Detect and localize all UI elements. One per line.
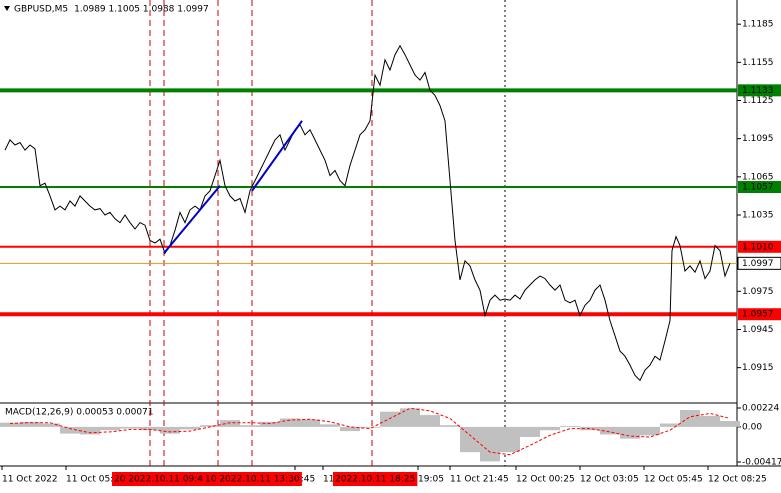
time-marker-label: 20 2022.10.11 09:45 bbox=[114, 475, 209, 485]
macd-bar bbox=[160, 426, 180, 434]
macd-bar bbox=[620, 426, 640, 439]
y-tick-label: 1.1095 bbox=[742, 134, 774, 144]
level-label-box bbox=[738, 308, 781, 321]
macd-bar bbox=[40, 423, 60, 427]
macd-bar bbox=[680, 410, 700, 427]
x-tick-label: 3:45 bbox=[295, 475, 315, 485]
macd-bar bbox=[540, 426, 560, 431]
macd-bar bbox=[560, 426, 580, 427]
macd-bar bbox=[100, 426, 120, 431]
macd-bar bbox=[700, 415, 720, 427]
y-tick-label: 1.1125 bbox=[742, 96, 774, 106]
level-label-box bbox=[738, 84, 781, 97]
time-marker-box bbox=[112, 472, 211, 486]
x-tick-label: 11 Oct 2022 bbox=[2, 475, 58, 485]
trend-line bbox=[251, 120, 303, 192]
macd-bar bbox=[220, 420, 240, 427]
macd-bar bbox=[320, 424, 340, 427]
y-tick-label: 0.00 bbox=[742, 422, 762, 432]
x-tick-label: 19:05 bbox=[418, 475, 444, 485]
macd-bar bbox=[0, 422, 20, 427]
macd-bar bbox=[720, 420, 740, 427]
macd-bar bbox=[420, 415, 440, 427]
macd-bar bbox=[380, 411, 400, 427]
trend-line bbox=[163, 185, 221, 254]
y-tick-label: -0.00417 bbox=[742, 458, 781, 468]
time-marker-label: 2022.10.11 18:25 bbox=[335, 475, 415, 485]
level-label-box bbox=[738, 181, 781, 194]
menu-triangle[interactable] bbox=[4, 6, 10, 11]
y-tick-label: 1.1065 bbox=[742, 172, 774, 182]
macd-bar bbox=[340, 426, 360, 432]
macd-bar bbox=[500, 426, 520, 453]
bid-label: 1.0997 bbox=[742, 259, 774, 269]
x-tick-label: 12 Oct 00:25 bbox=[516, 475, 575, 485]
y-tick-label: 1.0945 bbox=[742, 325, 774, 335]
level-label-box bbox=[738, 240, 781, 253]
macd-bar bbox=[140, 426, 160, 431]
y-tick-label: 1.1035 bbox=[742, 210, 774, 220]
y-tick-label: 1.1185 bbox=[742, 20, 774, 30]
macd-bar bbox=[200, 425, 220, 427]
macd-bar bbox=[300, 419, 320, 427]
level-label: 1.1057 bbox=[742, 183, 774, 193]
macd-bar bbox=[360, 426, 380, 428]
y-tick-label: 0.00224 bbox=[742, 404, 779, 414]
macd-bar bbox=[460, 426, 480, 453]
macd-bar bbox=[240, 425, 260, 427]
level-label: 1.1133 bbox=[742, 86, 774, 96]
macd-bar bbox=[180, 426, 200, 430]
signal-line bbox=[9, 407, 731, 456]
x-tick-label: 11 Oct 05: bbox=[66, 475, 113, 485]
x-tick-label: 11 Oct 21:45 bbox=[450, 475, 509, 485]
y-tick-label: 1.1155 bbox=[742, 58, 774, 68]
macd-bar bbox=[120, 426, 140, 429]
macd-bar bbox=[60, 426, 80, 434]
time-marker-label: 10 2022.10.11 13:30 bbox=[205, 475, 300, 485]
macd-bar bbox=[660, 423, 680, 427]
bid-label-box bbox=[737, 256, 781, 270]
x-tick-label: 12 Oct 05:45 bbox=[644, 475, 703, 485]
macd-title: MACD(12,26,9) 0.00053 0.00071 bbox=[5, 408, 154, 418]
macd-bar bbox=[520, 426, 540, 437]
macd-bar bbox=[80, 426, 100, 435]
level-label: 1.0957 bbox=[742, 310, 774, 320]
y-tick-label: 1.0915 bbox=[742, 363, 774, 373]
macd-bar bbox=[400, 408, 420, 427]
macd-bar bbox=[580, 426, 600, 431]
level-label: 1.1010 bbox=[742, 242, 774, 252]
macd-bar bbox=[640, 426, 660, 436]
symbol: GBPUSD,M5 bbox=[14, 5, 68, 15]
macd-bar bbox=[280, 418, 300, 427]
y-tick-label: 1.0975 bbox=[742, 287, 774, 297]
x-tick-label: 12 Oct 08:25 bbox=[708, 475, 767, 485]
macd-bar bbox=[440, 425, 460, 427]
x-tick-label: 11 bbox=[323, 475, 334, 485]
ohlc: 1.0989 1.1005 1.0988 1.0997 bbox=[74, 5, 209, 15]
macd-bar bbox=[20, 421, 40, 427]
time-marker-box bbox=[203, 472, 302, 486]
x-tick-label: 12 Oct 03:05 bbox=[580, 475, 639, 485]
macd-bar bbox=[260, 421, 280, 427]
macd-bar bbox=[600, 426, 620, 435]
price-line bbox=[4, 44, 731, 382]
time-marker-box bbox=[333, 472, 418, 486]
macd-bar bbox=[480, 426, 500, 462]
